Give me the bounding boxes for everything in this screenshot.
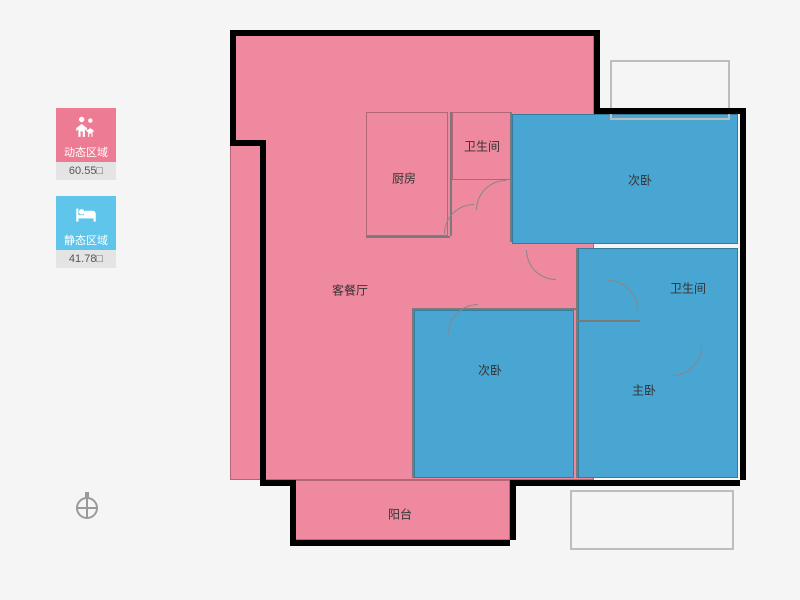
shell-wall: [594, 30, 600, 114]
shell-wall: [510, 480, 740, 486]
legend-static: 静态区域 41.78□: [56, 196, 116, 268]
interior-wall: [576, 320, 640, 322]
room-kitchen: [366, 112, 448, 236]
shell-wall: [230, 30, 236, 140]
interior-wall: [510, 112, 512, 242]
shell-wall: [740, 108, 746, 250]
room-master: [578, 248, 738, 478]
room-balcony: [290, 480, 510, 540]
shell-wall: [594, 108, 740, 114]
shell-wall: [510, 480, 516, 540]
interior-wall: [366, 236, 450, 238]
shell-wall: [290, 480, 296, 540]
shell-wall: [740, 250, 746, 480]
legend-dynamic: 动态区域 60.55□: [56, 108, 116, 180]
room-wc1: [452, 112, 512, 180]
shell-wall: [230, 30, 600, 36]
interior-wall: [412, 308, 576, 310]
shell-wall: [260, 140, 266, 480]
room-bed2b: [414, 310, 574, 478]
bed-icon: [56, 196, 116, 232]
legend-dynamic-title: 动态区域: [56, 144, 116, 162]
shell-wall: [230, 140, 260, 146]
legend-dynamic-value: 60.55□: [56, 162, 116, 180]
shell-wall: [260, 480, 290, 486]
shell-wall: [290, 540, 510, 546]
interior-wall: [576, 248, 578, 478]
room-bed2a: [512, 114, 738, 244]
floor-plan: 客餐厅厨房卫生间阳台次卧卫生间次卧主卧: [190, 20, 750, 580]
people-icon: [56, 108, 116, 144]
compass-icon: [72, 490, 102, 520]
balcony-outline: [570, 490, 734, 550]
legend-static-value: 41.78□: [56, 250, 116, 268]
legend-static-title: 静态区域: [56, 232, 116, 250]
interior-wall: [412, 310, 414, 478]
